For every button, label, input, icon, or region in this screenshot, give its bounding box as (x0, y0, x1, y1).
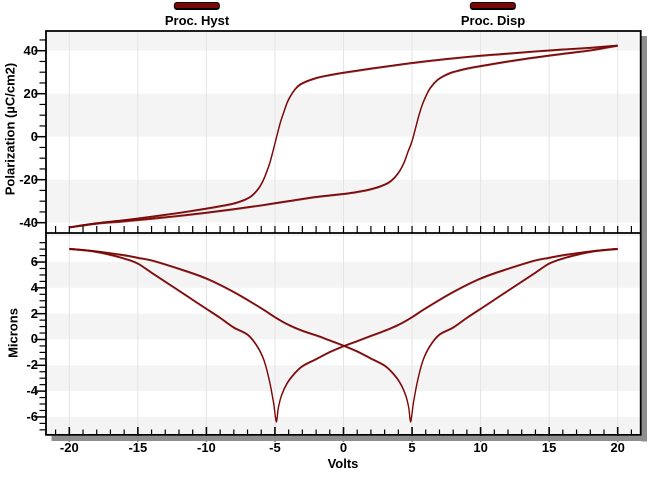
series-butterfly-down-sweep-retrace (69, 248, 618, 423)
frame-shadow-right (641, 36, 647, 442)
legend-label-proc-hyst: Proc. Hyst (164, 13, 230, 28)
series-butterfly-up-sweep-retrace (69, 248, 618, 423)
legend-item-proc-hyst[interactable]: Proc. Hyst (165, 2, 229, 28)
frame-shadow-bottom (51, 435, 647, 441)
proc-disp-line-swatch-icon (469, 2, 516, 10)
series-hysteresis-descending-retrace (69, 45, 618, 229)
proc-hyst-line-swatch-icon (174, 2, 220, 10)
legend-item-proc-disp[interactable]: Proc. Disp (461, 2, 525, 28)
legend-label-proc-disp: Proc. Disp (460, 13, 526, 28)
series-hysteresis-ascending-retrace (69, 45, 618, 229)
